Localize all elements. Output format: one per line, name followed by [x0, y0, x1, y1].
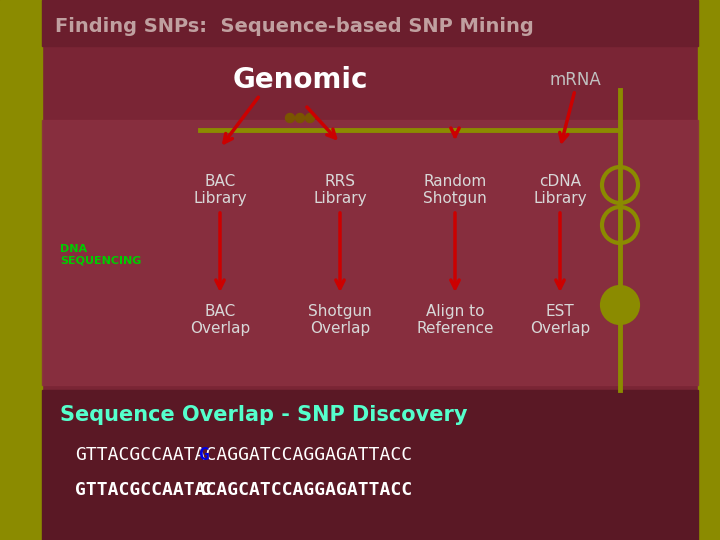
Text: Genomic: Genomic	[233, 66, 368, 94]
Bar	[42, 390, 698, 540]
Text: BAC
Overlap: BAC Overlap	[190, 304, 250, 336]
Bar	[698, 0, 720, 540]
Text: Shotgun
Overlap: Shotgun Overlap	[308, 304, 372, 336]
Text: GTTACGCCAATACAGGATCCAGGAGATTACC: GTTACGCCAATACAGGATCCAGGAGATTACC	[75, 446, 412, 464]
Bar	[42, 0, 698, 46]
Circle shape	[295, 113, 305, 123]
Text: DNA
SEQUENCING: DNA SEQUENCING	[60, 244, 141, 266]
Bar	[0, 0, 42, 540]
Text: G: G	[199, 446, 210, 464]
Text: C: C	[199, 481, 210, 499]
Circle shape	[602, 287, 638, 323]
Text: GTTACGCCAATACAGCATCCAGGAGATTACC: GTTACGCCAATACAGCATCCAGGAGATTACC	[75, 481, 412, 499]
Text: mRNA: mRNA	[549, 71, 601, 89]
Circle shape	[305, 113, 315, 123]
Bar	[42, 120, 698, 385]
Text: RRS
Library: RRS Library	[313, 174, 366, 206]
Text: Align to
Reference: Align to Reference	[416, 304, 494, 336]
Text: Random
Shotgun: Random Shotgun	[423, 174, 487, 206]
Text: Sequence Overlap - SNP Discovery: Sequence Overlap - SNP Discovery	[60, 405, 467, 425]
Circle shape	[286, 113, 294, 123]
Text: BAC
Library: BAC Library	[193, 174, 247, 206]
Text: cDNA
Library: cDNA Library	[534, 174, 587, 206]
Text: EST
Overlap: EST Overlap	[530, 304, 590, 336]
Text: Finding SNPs:  Sequence-based SNP Mining: Finding SNPs: Sequence-based SNP Mining	[55, 17, 534, 36]
